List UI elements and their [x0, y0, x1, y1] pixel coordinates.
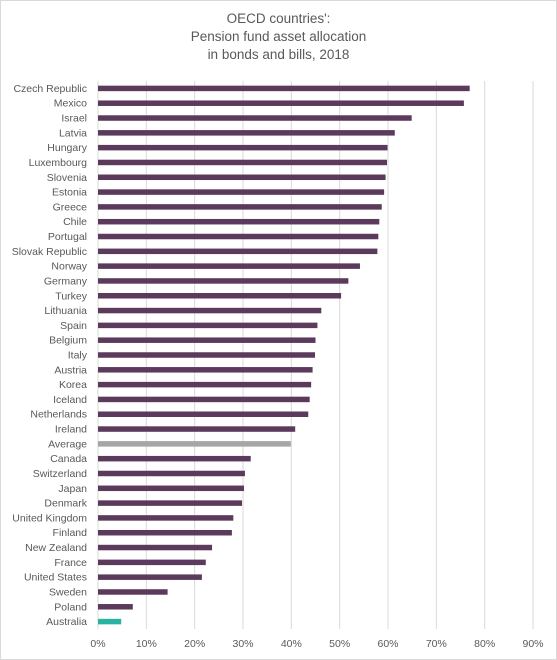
category-label: Korea — [59, 379, 87, 391]
x-tick-label: 80% — [474, 638, 495, 650]
category-label: Norway — [51, 261, 87, 273]
category-label: Ireland — [55, 424, 87, 436]
category-label: Mexico — [54, 98, 87, 110]
category-label: Estonia — [52, 187, 87, 199]
category-label: Chile — [63, 216, 87, 228]
category-label: Japan — [58, 483, 87, 495]
category-label: Lithuania — [44, 305, 87, 317]
bar — [98, 233, 379, 240]
bar — [98, 174, 386, 181]
bar — [98, 604, 133, 610]
category-label: Average — [48, 438, 87, 450]
bar — [98, 515, 234, 521]
category-label: Finland — [53, 527, 88, 539]
category-label: Greece — [53, 201, 88, 213]
category-label: United Kingdom — [12, 512, 87, 524]
category-label: Austria — [54, 364, 87, 376]
bar — [98, 278, 349, 284]
bar — [98, 618, 122, 625]
bar — [98, 337, 316, 343]
x-tick-label: 10% — [136, 638, 157, 650]
bar — [98, 144, 388, 151]
bar — [98, 411, 309, 417]
category-label: Hungary — [47, 142, 87, 154]
x-tick-label: 0% — [90, 638, 105, 650]
title-line-1: OECD countries': — [226, 11, 331, 26]
bar — [98, 189, 385, 195]
bar — [98, 559, 206, 566]
bar — [98, 455, 251, 462]
category-label: Czech Republic — [13, 83, 87, 95]
category-label: Switzerland — [33, 468, 87, 480]
category-label: Sweden — [49, 586, 87, 598]
bar — [98, 589, 168, 595]
bar — [98, 85, 470, 92]
bar — [98, 441, 291, 447]
category-label: Iceland — [53, 394, 87, 406]
category-label: Belgium — [49, 335, 87, 347]
category-label: Spain — [60, 320, 87, 332]
category-label: Slovak Republic — [12, 246, 87, 258]
title-line-2: Pension fund asset allocation — [190, 29, 367, 44]
bar — [98, 574, 202, 580]
bar — [98, 381, 312, 388]
category-label: Turkey — [55, 290, 87, 302]
category-label: New Zealand — [25, 542, 87, 554]
category-label: Slovenia — [47, 172, 87, 184]
bar — [98, 470, 245, 477]
bar — [98, 263, 360, 269]
bar — [98, 100, 464, 106]
category-label: Luxembourg — [29, 157, 88, 169]
x-tick-label: 50% — [329, 638, 350, 650]
bar — [98, 218, 380, 225]
bar — [98, 396, 310, 403]
category-label: Poland — [54, 601, 87, 613]
bar — [98, 367, 313, 373]
bar — [98, 293, 342, 299]
category-label: Israel — [61, 113, 87, 125]
bar — [98, 115, 412, 121]
category-label: Canada — [50, 453, 87, 465]
x-tick-label: 70% — [426, 638, 447, 650]
x-tick-label: 30% — [232, 638, 253, 650]
bar — [98, 130, 395, 136]
bar — [98, 248, 378, 255]
bar — [98, 322, 318, 329]
x-tick-label: 40% — [281, 638, 302, 650]
x-tick-label: 60% — [377, 638, 398, 650]
category-label: United States — [24, 572, 87, 584]
bar — [98, 307, 322, 314]
category-label: Portugal — [48, 231, 87, 243]
x-tick-label: 90% — [522, 638, 543, 650]
category-label: France — [54, 557, 87, 569]
category-label: Latvia — [59, 127, 87, 139]
bar — [98, 529, 232, 536]
bar — [98, 426, 296, 432]
title-line-3: in bonds and bills, 2018 — [207, 47, 350, 62]
category-label: Germany — [44, 275, 88, 287]
chart-title: OECD countries': Pension fund asset allo… — [1, 10, 556, 64]
category-label: Denmark — [44, 498, 87, 510]
bar — [98, 544, 213, 551]
category-label: Netherlands — [30, 409, 87, 421]
category-label: Australia — [46, 616, 87, 628]
bar — [98, 204, 382, 210]
bar — [98, 500, 243, 506]
x-tick-label: 20% — [184, 638, 205, 650]
category-label: Italy — [68, 350, 88, 362]
bar — [98, 485, 244, 492]
bar — [98, 159, 388, 166]
bar — [98, 352, 316, 358]
